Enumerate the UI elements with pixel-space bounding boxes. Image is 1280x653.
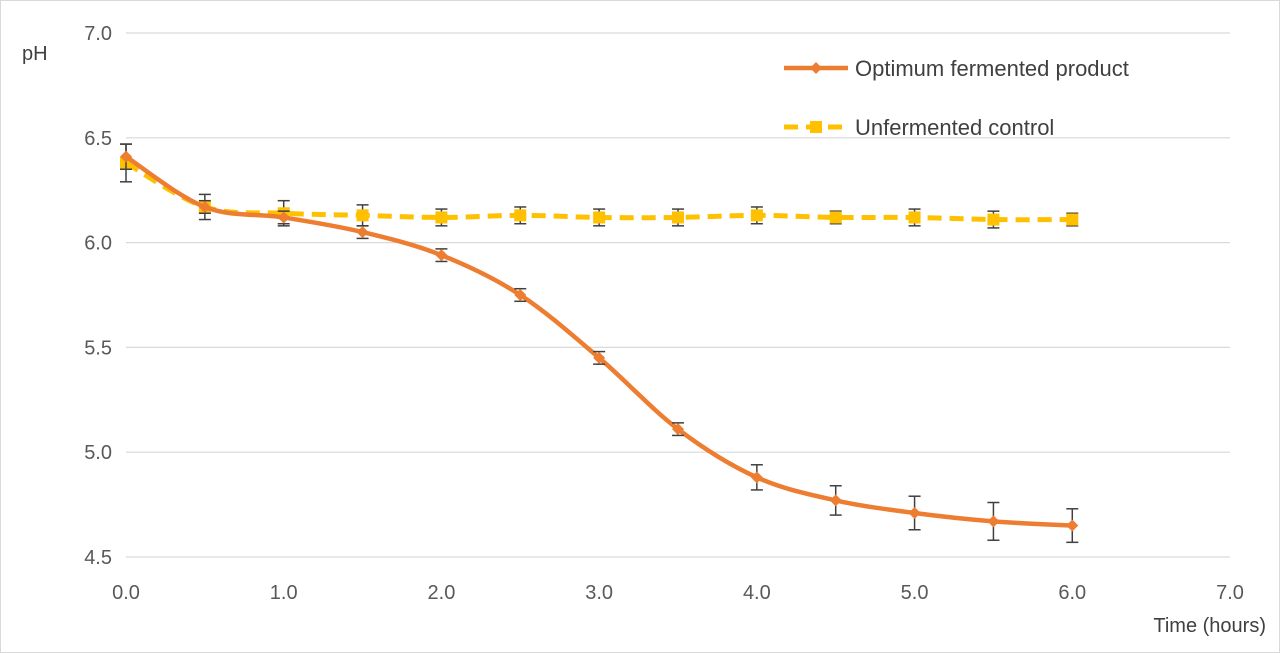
legend-label: Unfermented control: [855, 115, 1054, 140]
y-axis-ticks: 4.5 5.0 5.5 6.0 6.5 7.0: [84, 23, 112, 569]
legend-label: Optimum fermented product: [855, 56, 1129, 81]
x-tick-label: 4.0: [743, 582, 771, 604]
x-tick-label: 6.0: [1058, 582, 1086, 604]
data-point: [514, 209, 527, 222]
y-tick-label: 5.0: [84, 442, 112, 464]
y-tick-label: 5.5: [84, 337, 112, 359]
data-point: [593, 351, 606, 364]
x-tick-label: 5.0: [901, 582, 929, 604]
y-tick-label: 6.0: [84, 233, 112, 255]
series-1: [120, 143, 1079, 229]
data-point: [829, 211, 842, 224]
data-point: [356, 226, 369, 239]
y-tick-label: 7.0: [84, 23, 112, 45]
data-point: [829, 494, 842, 507]
data-point: [593, 211, 606, 224]
data-point: [750, 471, 763, 484]
x-axis-ticks: 0.0 1.0 2.0 3.0 4.0 5.0 6.0 7.0: [112, 582, 1244, 604]
legend-swatch-marker: [810, 62, 822, 74]
series-layer: [120, 143, 1079, 544]
data-point: [672, 423, 684, 436]
data-point: [672, 211, 684, 224]
gridlines: [126, 32, 1230, 558]
data-point: [1066, 519, 1079, 532]
data-point: [435, 211, 448, 224]
data-point: [198, 200, 211, 213]
y-tick-label: 6.5: [84, 128, 112, 150]
data-point: [1066, 213, 1079, 226]
data-point: [277, 211, 290, 224]
x-tick-label: 1.0: [270, 582, 298, 604]
data-point: [120, 150, 132, 163]
data-point: [514, 289, 527, 301]
y-axis-title: pH: [22, 43, 48, 65]
x-tick-label: 7.0: [1216, 582, 1244, 604]
data-point: [435, 249, 448, 262]
data-point: [987, 213, 1000, 226]
data-point: [987, 515, 1000, 528]
x-axis-title: Time (hours): [1153, 615, 1266, 637]
series-0: [120, 143, 1079, 544]
legend: Optimum fermented product Unfermented con…: [784, 56, 1129, 140]
x-tick-label: 2.0: [428, 582, 456, 604]
legend-swatch-marker: [810, 121, 822, 133]
data-point: [356, 209, 369, 222]
x-tick-label: 0.0: [112, 582, 140, 604]
x-tick-label: 3.0: [585, 582, 613, 604]
data-point: [908, 211, 921, 224]
data-point: [750, 209, 763, 222]
data-point: [908, 506, 921, 519]
y-tick-label: 4.5: [84, 547, 112, 569]
